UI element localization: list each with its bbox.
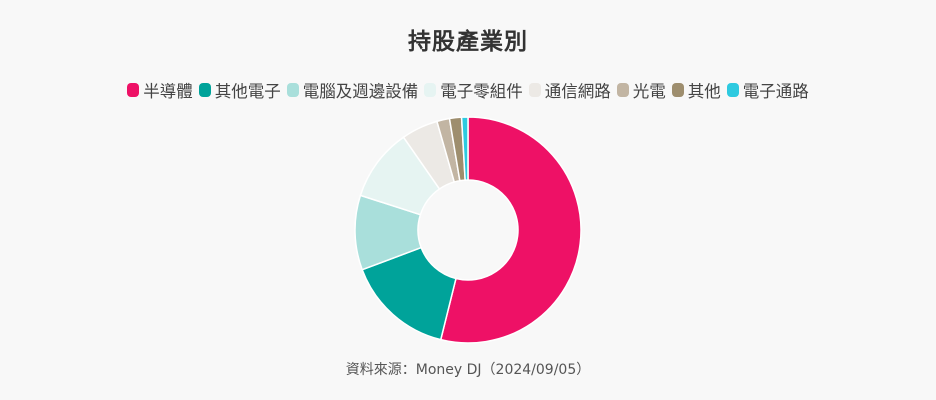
legend-item[interactable]: 光電 (616, 78, 666, 102)
legend-swatch (528, 83, 541, 97)
legend-label: 其他 (687, 82, 721, 101)
legend-item[interactable]: 電子零組件 (424, 78, 523, 102)
source-note: 資料來源：Money DJ（2024/09/05） (345, 362, 591, 378)
legend-label: 電腦及週邊設備 (302, 82, 419, 101)
legend-item[interactable]: 其他 (671, 78, 721, 102)
legend-label: 光電 (632, 82, 666, 101)
legend-item[interactable]: 電腦及週邊設備 (286, 78, 419, 102)
chart-title: 持股產業別 (408, 29, 528, 55)
legend-item[interactable]: 其他電子 (198, 78, 281, 102)
legend-item[interactable]: 半導體 (127, 78, 193, 102)
legend-swatch (424, 83, 437, 97)
legend-swatch (127, 83, 140, 97)
legend-label: 電子通路 (742, 82, 809, 101)
chart-legend: 半導體 其他電子 電腦及週邊設備 電子零組件 通信網路 光電 其他 電子通路 (0, 78, 936, 102)
legend-label: 通信網路 (544, 82, 611, 101)
legend-swatch (198, 83, 211, 97)
legend-label: 電子零組件 (440, 82, 523, 101)
legend-label: 其他電子 (214, 82, 281, 101)
legend-item[interactable]: 電子通路 (726, 78, 809, 102)
legend-swatch (726, 83, 739, 97)
legend-swatch (671, 83, 684, 97)
legend-swatch (286, 83, 299, 97)
legend-swatch (616, 83, 629, 97)
legend-item[interactable]: 通信網路 (528, 78, 611, 102)
legend-label: 半導體 (143, 82, 193, 101)
donut-slice[interactable] (439, 116, 582, 344)
donut-slice[interactable] (460, 116, 469, 181)
